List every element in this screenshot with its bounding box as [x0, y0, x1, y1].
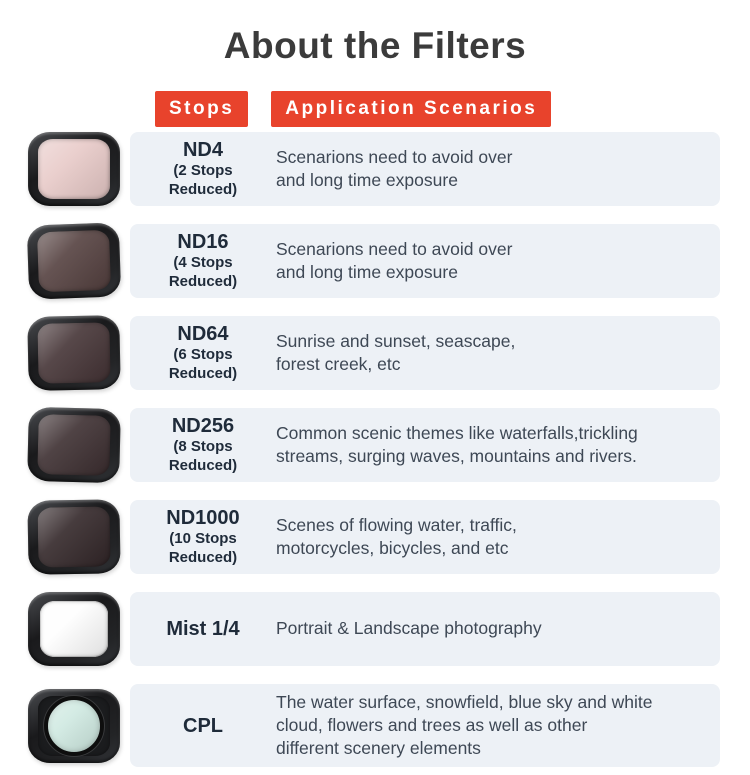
filter-description: Scenarions need to avoid over and long t… — [276, 238, 513, 282]
filter-image-nd16-icon — [26, 222, 122, 300]
filter-row-nd1000: ND1000 (10 Stops Reduced) Scenes of flow… — [27, 499, 750, 575]
filter-name: ND16 — [177, 231, 229, 254]
filter-name: ND256 — [171, 415, 235, 438]
filter-stops-label: (2 Stops Reduced) — [168, 162, 238, 198]
filter-stops-label: (8 Stops Reduced) — [168, 438, 238, 474]
filter-lens — [40, 601, 108, 657]
stops-column: ND256 (8 Stops Reduced) — [130, 414, 276, 476]
filter-name: ND64 — [177, 323, 229, 346]
filter-description: The water surface, snowfield, blue sky a… — [276, 691, 653, 759]
filter-description: Common scenic themes like waterfalls,tri… — [276, 422, 638, 466]
filter-description: Scenarions need to avoid over and long t… — [276, 146, 513, 190]
filter-info-pill: CPL The water surface, snowfield, blue s… — [130, 684, 720, 767]
filter-lens — [37, 506, 111, 568]
filter-lens — [38, 139, 110, 199]
filter-image-nd4-icon — [28, 132, 120, 206]
filter-image-nd64-icon — [27, 315, 121, 391]
stops-column: ND64 (6 Stops Reduced) — [130, 322, 276, 384]
stops-column: Mist 1/4 — [130, 617, 276, 641]
filter-info-pill: ND256 (8 Stops Reduced) Common scenic th… — [130, 408, 720, 482]
filter-name: ND1000 — [166, 507, 240, 530]
filter-row-nd16: ND16 (4 Stops Reduced) Scenarions need t… — [26, 222, 750, 300]
lens-shine — [37, 322, 111, 384]
stops-column: CPL — [130, 714, 276, 738]
lens-shine — [38, 139, 110, 199]
filter-row-nd4: ND4 (2 Stops Reduced) Scenarions need to… — [28, 132, 750, 206]
filter-row-nd64: ND64 (6 Stops Reduced) Sunrise and sunse… — [27, 315, 750, 391]
filter-name: Mist 1/4 — [166, 618, 240, 640]
filter-info-pill: ND16 (4 Stops Reduced) Scenarions need t… — [130, 224, 720, 298]
lens-shine — [37, 414, 111, 476]
filter-name: CPL — [183, 714, 223, 737]
filter-lens — [37, 322, 111, 384]
lens-shine — [36, 229, 112, 293]
filter-info-pill: ND1000 (10 Stops Reduced) Scenes of flow… — [130, 500, 720, 574]
stops-column: ND1000 (10 Stops Reduced) — [130, 506, 276, 568]
filter-lens — [36, 229, 112, 293]
filter-image-cpl-icon — [28, 688, 120, 763]
filter-lens — [37, 414, 111, 476]
lens-shine — [48, 699, 100, 752]
stops-column: ND16 (4 Stops Reduced) — [130, 230, 276, 292]
filter-description: Portrait & Landscape photography — [276, 618, 542, 639]
filter-image-nd256-icon — [27, 406, 121, 484]
filter-row-cpl: CPL The water surface, snowfield, blue s… — [28, 684, 750, 767]
filter-table: ND4 (2 Stops Reduced) Scenarions need to… — [26, 132, 750, 767]
filter-stops-label: (4 Stops Reduced) — [168, 254, 238, 290]
cpl-lens-circle — [44, 695, 104, 756]
filter-row-mist: Mist 1/4 Portrait & Landscape photograph… — [28, 592, 750, 666]
stops-column: ND4 (2 Stops Reduced) — [130, 138, 276, 200]
filter-image-mist-icon — [28, 592, 120, 666]
lens-shine — [37, 506, 111, 568]
filter-info-pill: ND64 (6 Stops Reduced) Sunrise and sunse… — [130, 316, 720, 390]
lens-shine — [40, 601, 108, 657]
filter-description: Sunrise and sunset, seascape, forest cre… — [276, 330, 516, 374]
filter-stops-label: (6 Stops Reduced) — [168, 346, 238, 382]
filter-description: Scenes of flowing water, traffic, motorc… — [276, 514, 517, 558]
filter-info-pill: Mist 1/4 Portrait & Landscape photograph… — [130, 592, 720, 666]
filter-info-pill: ND4 (2 Stops Reduced) Scenarions need to… — [130, 132, 720, 206]
table-header: Stops Application Scenarios — [155, 91, 750, 127]
scenarios-header-badge: Application Scenarios — [271, 91, 552, 127]
page-title: About the Filters — [223, 25, 527, 66]
stops-header-badge: Stops — [155, 91, 249, 127]
filter-stops-label: (10 Stops Reduced) — [168, 530, 238, 566]
filter-image-nd1000-icon — [27, 499, 121, 575]
filter-row-nd256: ND256 (8 Stops Reduced) Common scenic th… — [27, 406, 750, 484]
filter-name: ND4 — [182, 139, 223, 162]
